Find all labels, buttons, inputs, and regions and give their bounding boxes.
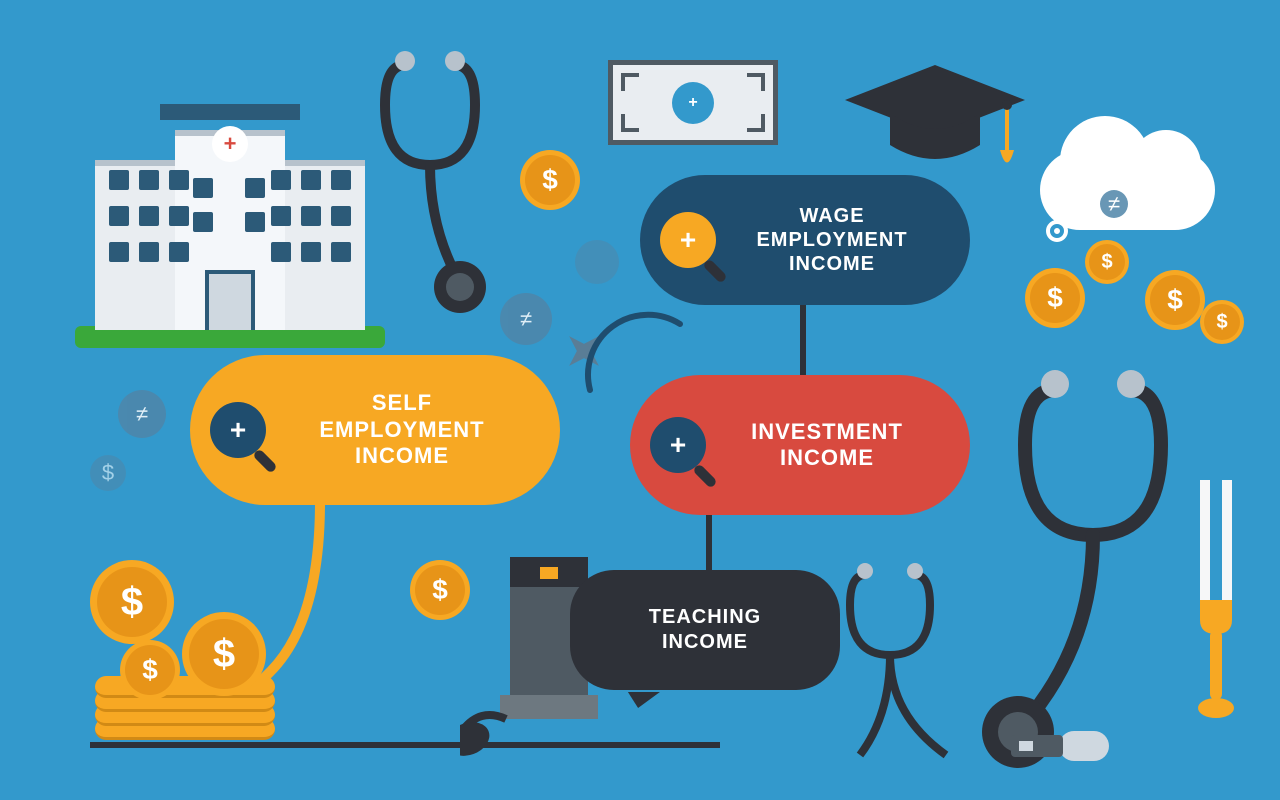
coin-icon: $ (410, 560, 470, 620)
chip-icon: $ (90, 455, 126, 491)
graduation-cap-icon (835, 55, 1035, 180)
medical-tool-icon (1170, 470, 1260, 735)
magnifier-plus-icon: + (660, 212, 716, 268)
baseline-bar (90, 742, 720, 748)
coin-icon: $ (120, 640, 180, 700)
magnifier-plus-icon: + (650, 417, 706, 473)
coin-icon: $ (520, 150, 580, 210)
chip-icon: ≠ (118, 390, 166, 438)
cloud-icon (1040, 150, 1215, 230)
coin-icon: $ (182, 612, 266, 696)
wage-label: WAGEEMPLOYMENTINCOME (734, 204, 930, 276)
coin-icon: $ (1200, 300, 1244, 344)
banknote-icon: + (608, 60, 778, 145)
invest-label: INVESTMENTINCOME (724, 419, 930, 472)
wage-employment-income-bubble: + WAGEEMPLOYMENTINCOME (640, 175, 970, 305)
chip-icon: ≠ (500, 293, 552, 345)
usb-badge-icon (1005, 725, 1115, 774)
coin-icon: $ (1025, 268, 1085, 328)
magnifier-plus-icon: + (210, 402, 266, 458)
self-employment-income-bubble: + SELFEMPLOYMENTINCOME (190, 355, 560, 505)
investment-income-bubble: + INVESTMENTINCOME (630, 375, 970, 515)
self-label: SELFEMPLOYMENTINCOME (284, 390, 520, 469)
coin-icon: $ (90, 560, 174, 644)
coin-icon: $ (1145, 270, 1205, 330)
teaching-label: TEACHINGINCOME (649, 605, 761, 655)
hospital-building-icon: + (95, 120, 365, 330)
teaching-income-speech: TEACHINGINCOME (570, 570, 840, 690)
connector-wage-invest (800, 305, 806, 375)
chip-icon (575, 240, 619, 284)
chip-icon: ≠ (1100, 190, 1128, 218)
connector-invest-teach (706, 515, 712, 571)
coin-stack-icon (95, 680, 275, 740)
coin-icon: $ (1085, 240, 1129, 284)
